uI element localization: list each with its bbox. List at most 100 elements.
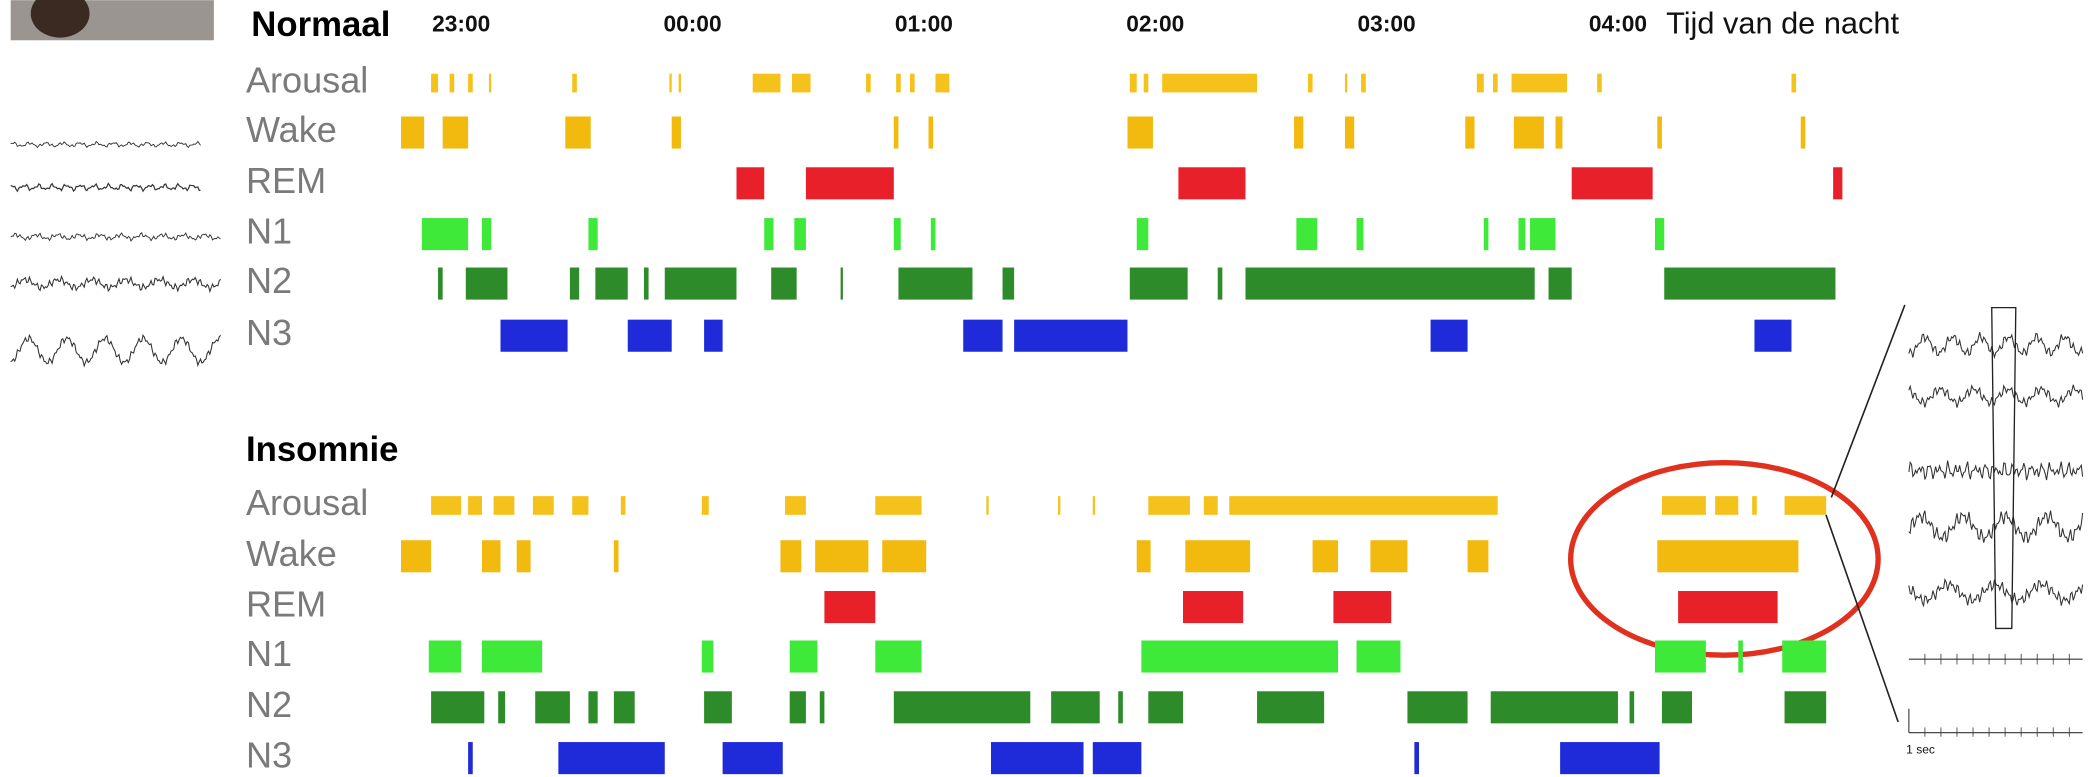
stage-label: N3 (246, 312, 292, 353)
stage-segment (443, 116, 468, 148)
stage-segment (1003, 268, 1015, 300)
stage-segment (1572, 167, 1653, 199)
stage-segment (1148, 691, 1183, 723)
stage-segment (1530, 218, 1555, 250)
stage-segment (450, 74, 455, 93)
x-tick-label: 02:00 (1126, 11, 1184, 37)
stage-segment (824, 591, 875, 623)
stage-segment (533, 496, 554, 515)
x-axis-label: Tijd van de nacht (1666, 6, 1899, 41)
stage-segment (806, 167, 894, 199)
stage-segment (438, 268, 443, 300)
stage-label: N1 (246, 633, 292, 674)
stage-segment (875, 640, 921, 672)
stage-segment (482, 640, 542, 672)
stage-segment (771, 268, 796, 300)
figure: 1 sec Normaal23:0000:0001:0002:0003:0004… (0, 0, 2096, 777)
stage-segment (517, 540, 531, 572)
stage-segment (723, 742, 783, 774)
stage-segment (1218, 268, 1223, 300)
stage-segment (1801, 116, 1806, 148)
stage-segment (614, 691, 635, 723)
stage-segment (535, 691, 570, 723)
x-tick-label: 03:00 (1358, 11, 1416, 37)
scale-label: 1 sec (1906, 742, 1935, 756)
chart-title: Normaal (251, 6, 390, 44)
stage-segment (489, 74, 491, 93)
stage-label: Wake (246, 533, 337, 574)
eeg-trace (11, 141, 201, 147)
stage-segment (1491, 691, 1618, 723)
stage-segment (1178, 167, 1245, 199)
stage-segment (1662, 496, 1706, 515)
stage-segment (1833, 167, 1842, 199)
stage-segment (1345, 116, 1354, 148)
stage-segment (1738, 640, 1743, 672)
stage-label: N2 (246, 260, 292, 301)
stage-segment (794, 218, 806, 250)
stage-segment (1715, 496, 1738, 515)
stage-segment (986, 496, 988, 515)
stage-segment (1655, 640, 1706, 672)
stage-segment (665, 268, 737, 300)
stage-label: Wake (246, 109, 337, 150)
stage-segment (422, 218, 468, 250)
eeg-trace (11, 233, 221, 241)
stage-segment (894, 218, 901, 250)
eeg-trace (1909, 332, 2083, 357)
stage-segment (1560, 742, 1659, 774)
stage-segment (1357, 640, 1401, 672)
stage-segment (1477, 74, 1484, 93)
stage-segment (1148, 496, 1190, 515)
stage-segment (991, 742, 1084, 774)
eeg-trace (1909, 511, 2083, 543)
stage-segment (785, 496, 806, 515)
stage-segment (565, 116, 590, 148)
stage-segment (1662, 691, 1692, 723)
stage-segment (898, 268, 972, 300)
stage-segment (614, 540, 619, 572)
stage-segment (931, 218, 936, 250)
stage-segment (570, 268, 579, 300)
stage-segment (572, 496, 588, 515)
stage-segment (1257, 691, 1324, 723)
stage-segment (431, 496, 461, 515)
stage-segment (429, 640, 461, 672)
stage-segment (1514, 116, 1544, 148)
stage-segment (1655, 218, 1664, 250)
stage-label: N2 (246, 684, 292, 725)
stage-label: N1 (246, 211, 292, 252)
stage-segment (1130, 74, 1137, 93)
stage-segment (1308, 74, 1313, 93)
stage-segment (1678, 591, 1777, 623)
stage-segment (882, 540, 926, 572)
stage-segment (1137, 218, 1149, 250)
stage-segment (1370, 540, 1407, 572)
stage-segment (896, 74, 901, 93)
stage-segment (1407, 691, 1467, 723)
stage-segment (494, 496, 515, 515)
eeg-trace (11, 335, 221, 366)
stage-segment (1141, 640, 1338, 672)
stage-segment (558, 742, 664, 774)
stage-segment (820, 691, 825, 723)
stage-segment (1512, 74, 1568, 93)
stage-segment (588, 691, 597, 723)
stage-segment (679, 74, 681, 93)
stage-segment (628, 320, 672, 352)
stage-segment (764, 218, 773, 250)
stage-segment (1782, 640, 1826, 672)
stage-segment (1664, 268, 1835, 300)
stage-segment (1555, 116, 1562, 148)
stage-segment (702, 640, 714, 672)
x-tick-label: 23:00 (432, 11, 490, 37)
x-tick-label: 00:00 (663, 11, 721, 37)
stage-segment (1183, 591, 1243, 623)
stage-label: Arousal (246, 482, 368, 523)
stage-segment (672, 116, 681, 148)
zoom-line (1831, 305, 1905, 497)
stage-segment (753, 74, 781, 93)
stage-segment (935, 74, 949, 93)
eeg-trace (11, 276, 221, 291)
stage-segment (1785, 496, 1827, 515)
